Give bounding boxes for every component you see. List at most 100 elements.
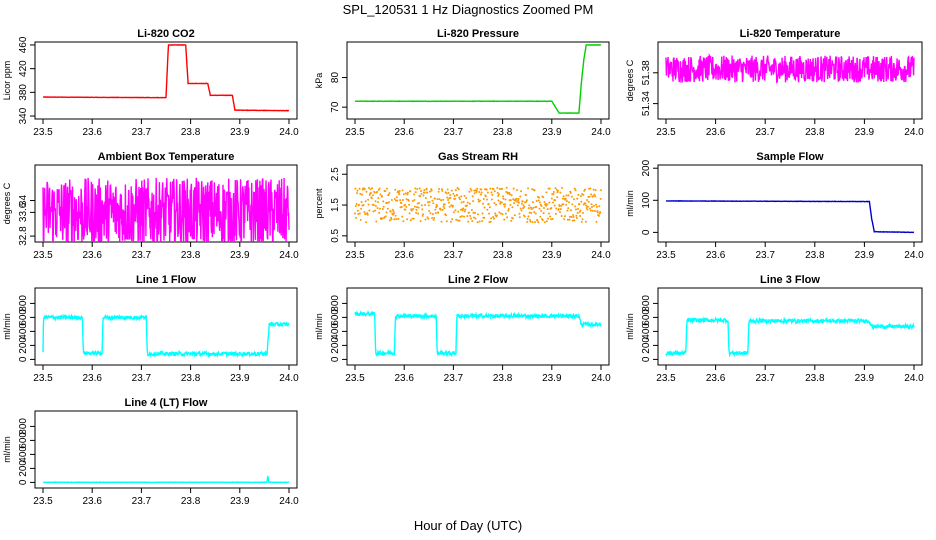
- data-point: [529, 220, 532, 223]
- data-point: [472, 200, 475, 203]
- data-point: [429, 195, 432, 198]
- x-tick-label: 24.0: [591, 127, 611, 138]
- data-point: [534, 212, 537, 215]
- data-point: [505, 186, 508, 189]
- x-tick-label: 24.0: [904, 373, 924, 384]
- data-point: [381, 194, 384, 197]
- data-point: [382, 200, 385, 203]
- panel-ylabel: ml/min: [625, 190, 635, 217]
- x-tick-label: 23.8: [805, 373, 825, 384]
- data-point: [354, 187, 357, 190]
- data-point: [538, 207, 541, 210]
- y-tick-label: 340: [18, 107, 29, 124]
- data-point: [527, 187, 530, 190]
- x-tick-label: 23.8: [181, 496, 201, 507]
- data-point: [363, 188, 366, 191]
- x-tick-label: 24.0: [904, 127, 924, 138]
- data-point: [451, 218, 454, 221]
- data-point: [579, 209, 582, 212]
- data-point: [563, 218, 566, 221]
- data-point: [568, 201, 571, 204]
- data-point: [580, 200, 583, 203]
- data-point: [404, 208, 407, 211]
- data-point: [472, 211, 475, 214]
- data-point: [386, 202, 389, 205]
- data-point: [497, 193, 500, 196]
- data-point: [367, 198, 370, 201]
- data-point: [422, 213, 425, 216]
- data-point: [363, 211, 366, 214]
- x-tick-label: 23.5: [33, 250, 53, 261]
- x-tick-label: 24.0: [591, 250, 611, 261]
- data-point: [408, 203, 411, 206]
- data-point: [538, 201, 541, 204]
- data-point: [490, 217, 493, 220]
- y-tick-label: 1.5: [330, 198, 341, 212]
- data-point: [452, 192, 455, 195]
- data-point: [442, 198, 445, 201]
- data-point: [385, 187, 388, 190]
- x-tick-label: 23.8: [493, 127, 513, 138]
- data-point: [462, 200, 465, 203]
- data-point: [481, 220, 484, 223]
- data-point: [428, 209, 431, 212]
- data-point: [569, 192, 572, 195]
- data-point: [360, 201, 363, 204]
- data-point: [368, 209, 371, 212]
- data-point: [516, 204, 519, 207]
- data-point: [501, 187, 504, 190]
- data-point: [477, 198, 480, 201]
- data-point: [440, 188, 443, 191]
- data-point: [446, 196, 449, 199]
- x-tick-label: 23.9: [855, 127, 875, 138]
- data-point: [518, 212, 521, 215]
- data-point: [528, 204, 531, 207]
- x-tick-label: 23.6: [706, 373, 726, 384]
- data-point: [375, 220, 378, 223]
- data-point: [533, 189, 536, 192]
- data-point: [409, 190, 412, 193]
- y-tick-label: 0: [641, 229, 652, 235]
- data-point: [372, 204, 375, 207]
- data-point: [355, 216, 358, 219]
- data-point: [426, 201, 429, 204]
- data-point: [391, 208, 394, 211]
- panel-frame: [34, 287, 298, 366]
- x-tick-label: 23.7: [755, 250, 775, 261]
- data-point: [463, 215, 466, 218]
- y-tick-label: 200: [641, 337, 652, 354]
- data-point: [599, 197, 602, 200]
- data-point: [497, 194, 500, 197]
- data-point: [400, 202, 403, 205]
- data-point: [413, 198, 416, 201]
- data-point: [572, 213, 575, 216]
- data-point: [421, 214, 424, 217]
- data-point: [575, 214, 578, 217]
- x-tick-label: 23.7: [444, 127, 464, 138]
- data-point: [436, 205, 438, 208]
- data-point: [401, 189, 404, 192]
- data-point: [408, 212, 411, 215]
- data-point: [498, 211, 501, 214]
- data-point: [586, 208, 589, 211]
- data-point: [427, 217, 430, 220]
- data-point: [572, 198, 575, 201]
- data-point: [471, 195, 474, 198]
- x-tick-label: 23.5: [656, 373, 676, 384]
- data-point: [372, 210, 375, 213]
- data-point: [556, 196, 559, 199]
- data-point: [431, 199, 434, 202]
- series-line: [665, 199, 915, 234]
- data-point: [547, 217, 550, 220]
- data-point: [358, 203, 361, 206]
- data-point: [523, 205, 526, 208]
- panel-frame: [346, 164, 610, 243]
- data-point: [467, 211, 470, 214]
- data-point: [431, 216, 434, 219]
- panel-frame: [657, 41, 923, 120]
- data-point: [452, 211, 455, 214]
- data-point: [495, 203, 498, 206]
- data-point: [568, 215, 571, 218]
- data-point: [424, 204, 427, 207]
- y-tick-label: 33.6: [18, 202, 29, 222]
